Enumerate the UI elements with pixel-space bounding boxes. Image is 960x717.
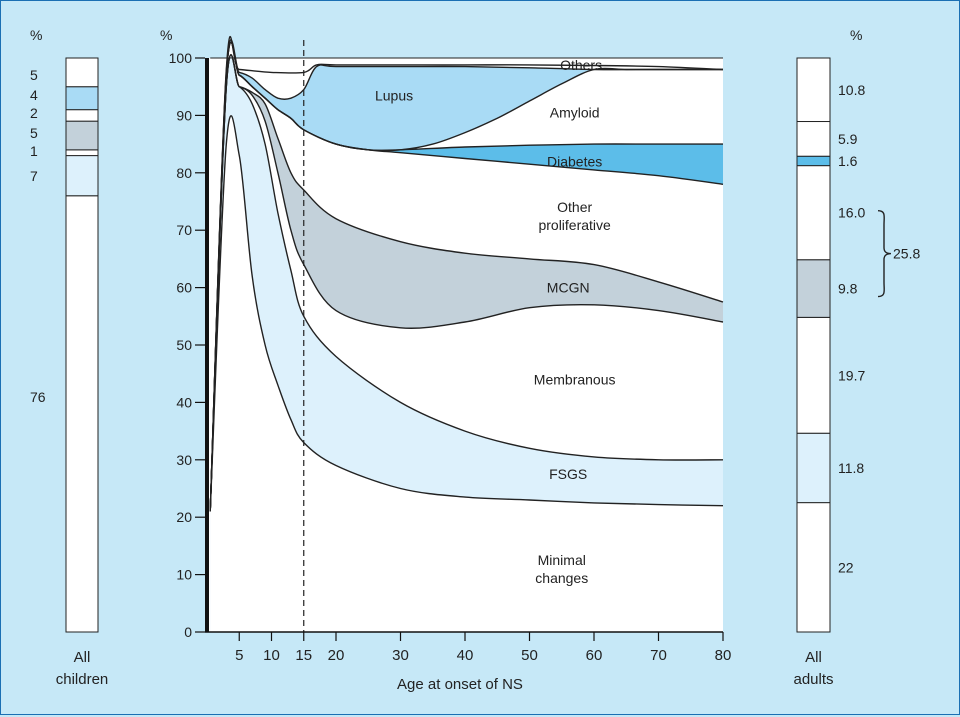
x-tick-label: 15 <box>295 647 312 664</box>
y-tick-label: 50 <box>176 337 192 353</box>
adults-value-label-fsgs: 11.8 <box>838 460 864 476</box>
y-tick-label: 20 <box>176 509 192 525</box>
main-axes: 0 10 20 30 40 50 60 70 80 90 100 5 10 15 20 30 40 50 60 70 8… <box>169 50 732 664</box>
adults-value-label-membranous: 19.7 <box>838 367 865 383</box>
x-tick-label: 40 <box>457 647 474 664</box>
adults-value-label-lupus-and-others: 10.8 <box>838 82 865 98</box>
area-label-lupus: Lupus <box>375 87 413 103</box>
bar-segment-diabetes <box>796 155 831 167</box>
bar-segment-minimal-changes <box>796 502 831 633</box>
boundary-line-mcgn <box>209 54 724 512</box>
x-tick-label: 60 <box>586 647 603 664</box>
adults-value-label-diabetes: 1.6 <box>838 153 858 169</box>
area-label-amyloid: Amyloid <box>550 105 600 121</box>
bar-segment-minimal-changes <box>65 195 99 633</box>
y-tick-label: 40 <box>176 394 192 410</box>
bar-segment-membranous <box>796 316 831 434</box>
children-value-label: 5 <box>30 125 38 141</box>
area-label-line: FSGS <box>549 466 587 482</box>
area-label-mcgn: MCGN <box>547 280 590 296</box>
children-value-label: 2 <box>30 105 38 121</box>
bar-segment-others <box>65 57 99 88</box>
bar-segment-fsgs <box>796 432 831 504</box>
area-label-other-proliferative: Other proliferative <box>538 199 611 233</box>
bar-category-line: All <box>74 649 91 666</box>
area-label-line: Amyloid <box>550 105 600 121</box>
children-bar-unit: % <box>30 27 42 43</box>
area-label-minimal-changes: Minimal changes <box>535 552 588 586</box>
children-value-label: 1 <box>30 143 38 159</box>
y-tick-label: 30 <box>176 452 192 468</box>
x-tick-label: 50 <box>521 647 538 664</box>
bar-segment-membranous <box>65 149 99 157</box>
y-tick-label: 80 <box>176 165 192 181</box>
bar-segment-other-proliferative <box>65 109 99 122</box>
y-tick-label: 60 <box>176 280 192 296</box>
area-label-line: Others <box>560 57 602 73</box>
bar-segment-lupus <box>65 86 99 111</box>
area-label-others: Others <box>560 57 602 73</box>
area-label-line: changes <box>535 570 588 586</box>
main-area-chart: Minimal changes FSGS Membranous MCGN Other pro… <box>160 27 731 693</box>
adults-value-label-mcgn: 9.8 <box>838 281 858 297</box>
area-label-membranous: Membranous <box>534 371 616 387</box>
bar-category-line: children <box>56 671 109 688</box>
adults-bar-unit: % <box>850 27 862 43</box>
main-y-axis-unit: % <box>160 27 172 43</box>
x-tick-label: 30 <box>392 647 409 664</box>
y-tick-label: 100 <box>169 50 193 66</box>
y-tick-label: 0 <box>184 624 192 640</box>
x-tick-label: 10 <box>263 647 280 664</box>
bar-segment-mcgn <box>65 120 99 151</box>
adults-value-label-amyloid: 5.9 <box>838 131 858 147</box>
stacked-areas <box>207 36 724 633</box>
y-tick-label: 70 <box>176 222 192 238</box>
bar-segment-fsgs <box>65 155 99 197</box>
area-label-line: Other <box>557 199 592 215</box>
x-tick-label: 5 <box>235 647 243 664</box>
boundary-line-others <box>209 36 724 512</box>
bracket-total-label: 25.8 <box>893 246 920 262</box>
area-label-line: Minimal <box>538 552 586 568</box>
area-label-line: MCGN <box>547 280 590 296</box>
area-label-line: Membranous <box>534 371 616 387</box>
main-x-axis-label: Age at onset of NS <box>397 676 523 693</box>
x-tick-label: 20 <box>328 647 345 664</box>
bar-category-label: All adults <box>793 649 833 688</box>
bar-category-line: adults <box>793 671 833 688</box>
x-tick-label: 70 <box>650 647 667 664</box>
area-labels: Minimal changes FSGS Membranous MCGN Other pro… <box>375 57 616 586</box>
children-value-label: 4 <box>30 87 38 103</box>
bar-segment-mcgn <box>796 259 831 318</box>
boundary-line-amyloid <box>209 41 723 512</box>
boundary-line-minimal-changes <box>209 115 724 512</box>
adults-value-label-minimal-changes: 22 <box>838 559 854 575</box>
area-label-line: Lupus <box>375 87 413 103</box>
bar-segment-lupus-and-others <box>796 57 831 123</box>
children-value-label: 7 <box>30 168 38 184</box>
y-tick-label: 90 <box>176 107 192 123</box>
x-tick-label: 80 <box>715 647 732 664</box>
bar-segment-other-proliferative <box>796 165 831 261</box>
children-value-label: 5 <box>30 67 38 83</box>
area-label-diabetes: Diabetes <box>547 153 602 169</box>
y-tick-label: 10 <box>176 567 192 583</box>
bar-segment-amyloid <box>796 121 831 157</box>
all-children-bar-chart: % All children 5 4 2 5 1 7 76 <box>30 27 108 688</box>
all-adults-bar-chart: % All adults 22 11.8 19.7 9.8 16.0 1.6 5.9 10.8 25… <box>793 27 920 688</box>
bar-category-line: All <box>805 649 822 666</box>
adults-value-label-other-proliferative: 16.0 <box>838 205 865 221</box>
bar-category-label: All children <box>56 649 109 688</box>
area-label-line: Diabetes <box>547 153 602 169</box>
children-value-label: 76 <box>30 389 46 405</box>
curly-brace <box>877 209 892 298</box>
area-label-fsgs: FSGS <box>549 466 587 482</box>
area-label-line: proliferative <box>538 217 611 233</box>
